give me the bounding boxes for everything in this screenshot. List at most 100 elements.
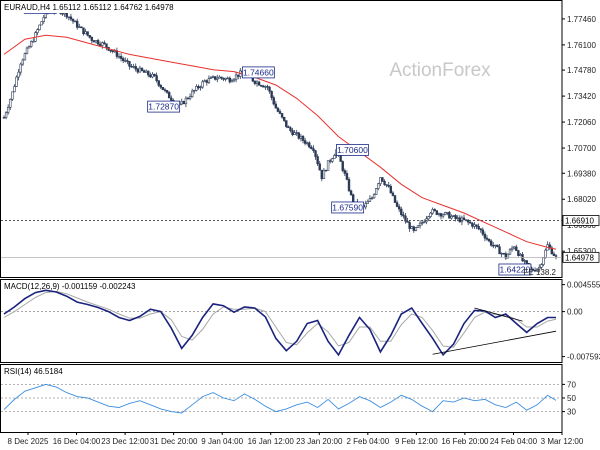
candle-body — [431, 209, 434, 214]
x-tick-label: 24 Feb 04:00 — [490, 437, 538, 446]
candle-body — [485, 237, 489, 240]
candle-body — [161, 86, 165, 91]
candle-body — [506, 253, 510, 259]
candle-body — [109, 50, 112, 52]
candle-body — [299, 136, 303, 139]
candle-body — [370, 197, 374, 199]
candle-body — [471, 222, 474, 227]
rsi-tick-label: 50 — [567, 394, 576, 403]
candle-body — [510, 247, 514, 251]
candle-body — [259, 84, 263, 87]
candle-body — [483, 233, 487, 239]
candle-body — [448, 212, 451, 219]
candle-body — [523, 260, 526, 262]
candle-body — [333, 155, 336, 159]
candle-body — [126, 60, 129, 62]
candle-body — [383, 181, 386, 185]
candle-body — [437, 213, 441, 215]
candle-body — [216, 77, 219, 80]
moving-average-line — [3, 34, 557, 250]
candle-body — [481, 229, 485, 235]
candle-body — [512, 246, 516, 249]
candle-body — [197, 86, 200, 89]
candle-body — [408, 222, 411, 229]
candle-body — [272, 97, 275, 105]
candle-body — [322, 169, 326, 179]
candle-body — [519, 254, 522, 256]
candle-body — [84, 31, 87, 35]
candle-body — [305, 142, 309, 144]
candle-body — [257, 81, 261, 86]
price-annotation-box — [331, 201, 365, 214]
candle-body — [19, 63, 22, 73]
candle-body — [268, 86, 271, 92]
candle-body — [124, 60, 127, 62]
candle-body — [213, 76, 217, 80]
price-annotation-box — [147, 100, 181, 113]
price-panel-title: EURAUD,H4 1.65112 1.65112 1.64762 1.6497… — [4, 3, 174, 12]
candle-body — [502, 252, 505, 255]
macd-tick-label: -0.007593 — [567, 353, 600, 362]
candle-body — [460, 217, 464, 223]
price-annotation-label: 1.74660 — [243, 67, 274, 77]
candle-body — [163, 89, 167, 91]
candle-body — [32, 41, 35, 43]
candle-body — [433, 209, 436, 211]
candle-body — [276, 107, 280, 112]
candle-body — [395, 202, 399, 207]
candle-body — [224, 77, 227, 80]
price-annotation-label: 1.72870 — [148, 102, 179, 112]
candle-body — [149, 74, 152, 78]
candle-body — [42, 17, 45, 22]
candle-body — [450, 216, 453, 219]
candle-body — [101, 42, 104, 46]
rsi-line — [3, 383, 557, 414]
candle-body — [414, 227, 418, 231]
candle-body — [397, 206, 401, 210]
price-tick-label: 1.68020 — [567, 195, 596, 204]
x-tick-label: 23 Jan 20:00 — [296, 437, 343, 446]
candle-body — [364, 203, 367, 208]
candle-body — [372, 194, 376, 199]
candle-body — [117, 56, 121, 58]
candle-body — [86, 31, 89, 36]
candle-body — [195, 86, 198, 91]
candle-body — [132, 66, 135, 68]
candle-body — [374, 188, 378, 195]
candle-body — [295, 132, 298, 134]
candle-body — [155, 75, 158, 81]
candle-body — [489, 240, 493, 246]
candle-body — [234, 74, 238, 80]
candle-body — [454, 215, 457, 219]
candle-body — [496, 244, 499, 248]
macd-line — [3, 289, 556, 357]
candle-body — [341, 161, 344, 171]
x-tick-label: 31 Dec 20:00 — [150, 437, 198, 446]
candle-body — [184, 97, 188, 105]
candle-body — [328, 160, 332, 162]
candle-body — [147, 70, 150, 76]
candle-body — [287, 126, 290, 129]
candle-body — [140, 67, 144, 71]
candle-body — [416, 225, 420, 228]
candle-body — [209, 77, 213, 79]
x-tick-label: 16 Feb 20:00 — [441, 437, 489, 446]
candle-body — [492, 245, 495, 247]
candle-body — [220, 76, 223, 79]
candle-body — [391, 192, 395, 196]
candle-body — [326, 160, 330, 171]
candle-body — [462, 217, 466, 220]
candle-body — [67, 16, 71, 18]
x-tick-label: 16 Dec 04:00 — [53, 437, 101, 446]
candle-body — [418, 222, 422, 227]
candle-body — [331, 158, 334, 162]
candle-body — [151, 73, 154, 78]
candle-body — [90, 37, 94, 41]
candle-body — [211, 76, 215, 78]
candle-body — [303, 140, 307, 144]
candle-body — [423, 221, 426, 224]
candle-body — [420, 222, 424, 224]
candle-body — [347, 179, 351, 192]
candle-body — [343, 170, 347, 174]
candle-body — [345, 173, 349, 180]
